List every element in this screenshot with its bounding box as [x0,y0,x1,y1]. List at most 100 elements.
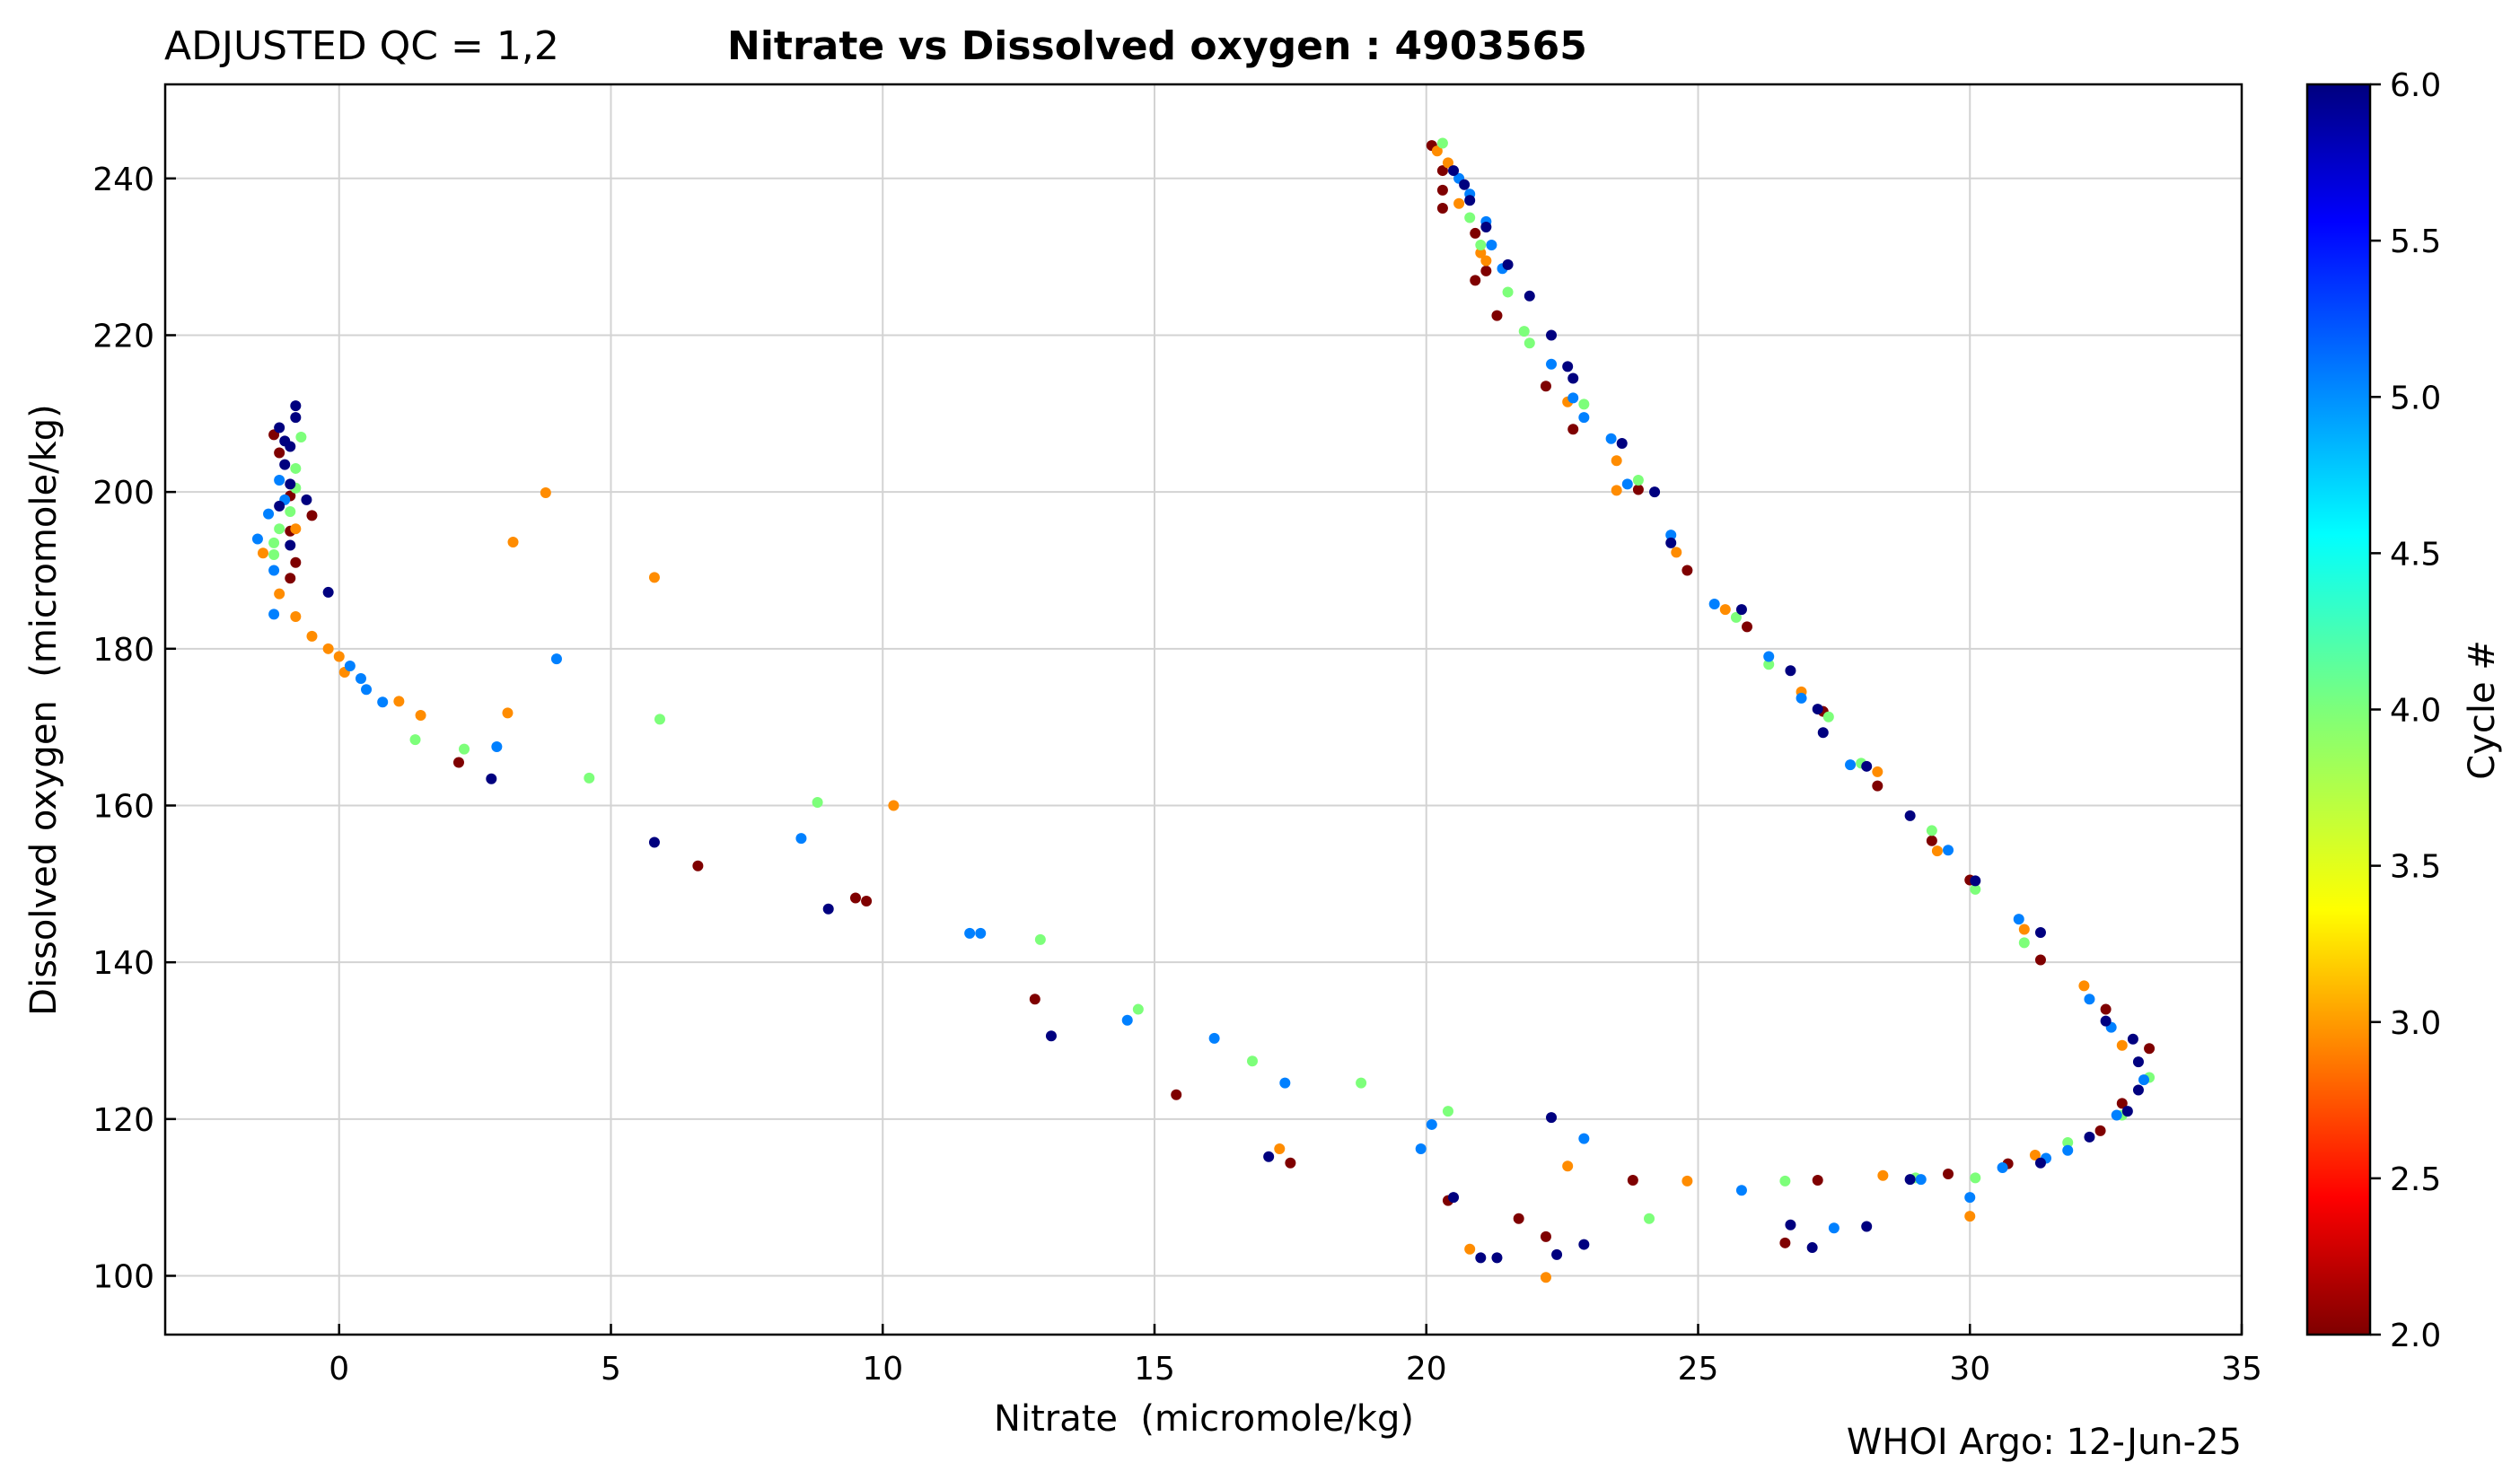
y-tick-label: 120 [92,1102,154,1139]
y-tick-label: 100 [92,1258,154,1295]
data-point-cycle-6 [1904,1174,1916,1186]
data-point-cycle-5 [355,673,366,685]
data-point-cycle-6 [1567,372,1579,384]
y-axis-ticks: 100 120 140 160 180 200 220 240 [92,162,176,1295]
data-point-cycle-5 [1578,1133,1590,1144]
data-point-cycle-6 [1045,1030,1057,1042]
data-point-cycle-6 [1904,810,1916,821]
data-point-cycle-2 [1567,424,1579,435]
data-point-cycle-3 [540,487,551,499]
data-point-cycle-6 [1665,537,1677,548]
y-tick-label: 200 [92,475,154,512]
qc-label: ADJUSTED QC = 1,2 [164,23,559,69]
data-point-cycle-6 [1735,604,1747,616]
data-point-cycle-3 [1611,455,1622,467]
data-point-cycle-3 [1611,485,1622,496]
data-point-cycle-3 [888,800,900,811]
data-point-cycle-3 [502,707,514,719]
data-point-cycle-6 [2034,926,2046,938]
data-point-cycle-3 [1681,1175,1693,1187]
data-point-cycle-6 [2034,1157,2046,1169]
data-point-cycle-6 [1616,437,1628,449]
data-point-cycle-4 [654,714,666,725]
data-point-cycle-3 [274,588,285,600]
colorbar-tick-label: 6.0 [2390,67,2441,104]
data-point-cycle-2 [1540,381,1551,392]
data-point-cycle-4 [1518,326,1530,337]
data-point-cycle-6 [1861,760,1873,772]
data-point-cycle-2 [1627,1174,1638,1186]
data-point-cycle-3 [1562,1160,1574,1172]
data-point-cycle-5 [1665,530,1677,541]
data-points [251,137,2156,1283]
data-point-cycle-2 [285,573,296,584]
data-point-cycle-2 [1741,621,1752,633]
data-point-cycle-2 [2116,1098,2128,1109]
data-point-cycle-5 [1605,433,1617,444]
data-point-cycle-4 [2062,1137,2074,1149]
data-point-cycle-2 [452,757,464,768]
data-point-cycle-6 [1817,727,1829,739]
data-point-cycle-6 [1578,1239,1590,1250]
x-tick-label: 30 [1949,1351,1990,1388]
data-point-cycle-2 [1632,484,1644,495]
data-point-cycle-6 [486,773,497,784]
colorbar-tick-label: 3.0 [2390,1005,2441,1042]
data-point-cycle-6 [1523,290,1535,302]
data-point-cycle-3 [322,643,334,654]
data-point-cycle-6 [1475,1252,1487,1264]
data-point-cycle-3 [2078,980,2090,992]
data-point-cycle-5 [795,833,807,845]
data-point-cycle-5 [1708,599,1720,610]
data-point-cycle-6 [274,500,285,512]
data-point-cycle-6 [1448,165,1460,177]
data-point-cycle-5 [2013,914,2024,925]
data-point-cycle-4 [1632,475,1644,486]
data-point-cycle-4 [2018,937,2030,949]
data-point-cycle-2 [1470,227,1481,239]
data-point-cycle-2 [1491,310,1503,321]
data-point-cycle-6 [301,494,312,505]
data-point-cycle-6 [1546,329,1558,341]
data-point-cycle-6 [1502,258,1514,270]
data-point-cycle-3 [1719,604,1731,616]
data-point-cycle-4 [459,743,470,755]
data-point-cycle-6 [1812,704,1823,715]
data-point-cycle-6 [1551,1248,1563,1260]
colorbar-tick-label: 2.0 [2390,1318,2441,1354]
x-tick-label: 0 [329,1351,349,1388]
data-point-cycle-3 [290,523,302,535]
data-point-cycle-2 [274,447,285,459]
data-point-cycle-2 [306,510,318,521]
data-point-cycle-6 [285,478,296,490]
data-point-cycle-3 [333,651,345,662]
data-point-cycle-2 [1926,835,1937,846]
data-point-cycle-4 [1034,933,1046,945]
data-point-cycle-3 [2029,1150,2041,1161]
data-point-cycle-2 [290,556,302,568]
colorbar-tick-label: 4.0 [2390,693,2441,730]
data-point-cycle-2 [1029,994,1040,1005]
data-point-cycle-2 [1681,565,1693,576]
data-point-cycle-6 [2084,1131,2095,1143]
data-point-cycle-3 [257,547,268,559]
y-tick-label: 160 [92,788,154,825]
data-point-cycle-6 [1806,1242,1818,1254]
data-point-cycle-3 [1540,1272,1551,1283]
data-point-cycle-6 [2127,1033,2138,1045]
data-point-cycle-2 [849,892,861,904]
colorbar-tick-label: 5.0 [2390,380,2441,416]
data-point-cycle-2 [2034,954,2046,966]
colorbar-tick-label: 5.5 [2390,223,2441,260]
x-tick-label: 15 [1134,1351,1175,1388]
data-point-cycle-5 [1415,1143,1427,1155]
x-tick-label: 20 [1406,1351,1447,1388]
y-tick-label: 140 [92,945,154,982]
data-point-cycle-3 [415,710,426,722]
data-point-cycle-5 [975,927,987,939]
y-tick-label: 240 [92,162,154,198]
plot-frame [163,83,2243,1336]
data-point-cycle-6 [1480,221,1492,232]
data-point-cycle-6 [1464,195,1476,206]
